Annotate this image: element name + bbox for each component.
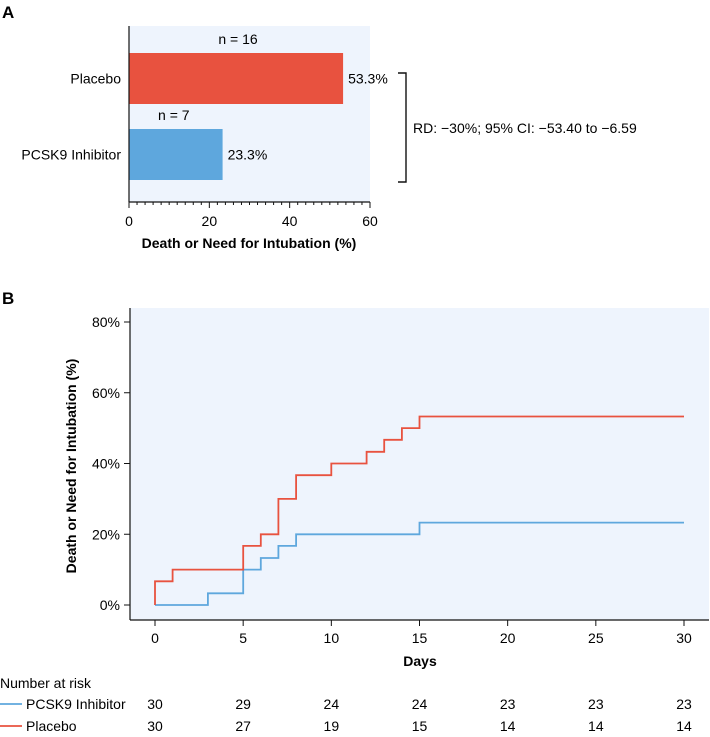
- risk-count: 23: [500, 696, 516, 712]
- risk-row-label: PCSK9 Inhibitor: [26, 696, 126, 712]
- panel-a-x-axis-label: Death or Need for Intubation (%): [142, 235, 357, 251]
- y-tick-label: 40%: [92, 456, 120, 472]
- x-tick-label: 40: [282, 213, 298, 229]
- y-tick-label: 80%: [92, 314, 120, 330]
- risk-count: 27: [235, 718, 251, 734]
- risk-count: 24: [412, 696, 428, 712]
- series-line-placebo: [154, 415, 684, 605]
- category-label: PCSK9 Inhibitor: [21, 147, 121, 163]
- x-tick-label: 5: [239, 630, 247, 646]
- risk-count: 19: [324, 718, 340, 734]
- panel-b-series: [154, 415, 684, 606]
- bar-value-label: 23.3%: [228, 147, 268, 163]
- risk-table: PCSK9 Inhibitor 30 29 24 24 23 23 23 Placebo 30 27…: [0, 696, 692, 734]
- x-tick-label: 0: [125, 213, 133, 229]
- x-tick-label: 30: [676, 630, 692, 646]
- x-tick-label: 25: [588, 630, 604, 646]
- sample-size-label: n = 7: [158, 107, 190, 123]
- category-label: Placebo: [70, 71, 121, 87]
- x-tick-label: 60: [362, 213, 378, 229]
- y-tick-label: 0%: [100, 597, 120, 613]
- risk-row-label: Placebo: [26, 718, 77, 734]
- panel-a-bars: Placebo 53.3% n = 16 PCSK9 Inhibitor 23.3% n …: [21, 31, 388, 180]
- bar-value-label: 53.3%: [348, 71, 388, 87]
- risk-count: 15: [412, 718, 428, 734]
- panel-a-x-ticks: 0 20 40 60: [125, 202, 378, 229]
- sample-size-label: n = 16: [218, 31, 258, 47]
- x-tick-label: 20: [202, 213, 218, 229]
- risk-table-title: Number at risk: [0, 675, 92, 691]
- risk-count: 29: [235, 696, 251, 712]
- panel-label-b: B: [2, 289, 14, 308]
- risk-difference-bracket: [398, 72, 407, 183]
- risk-count: 14: [676, 718, 692, 734]
- panel-b-x-axis-label: Days: [403, 653, 437, 669]
- panel-b-plot-background: [130, 308, 709, 620]
- risk-count: 23: [588, 696, 604, 712]
- panel-label-a: A: [2, 3, 14, 22]
- panel-b-y-ticks: 0% 20% 40% 60% 80%: [92, 314, 130, 613]
- x-tick-label: 20: [500, 630, 516, 646]
- bar-placebo: [129, 53, 344, 104]
- risk-count: 14: [500, 718, 516, 734]
- risk-count: 24: [324, 696, 340, 712]
- x-tick-label: 15: [412, 630, 428, 646]
- y-tick-label: 20%: [92, 526, 120, 542]
- x-tick-label: 0: [151, 630, 159, 646]
- risk-count: 30: [147, 696, 163, 712]
- panel-b-y-axis-label: Death or Need for Intubation (%): [63, 359, 79, 574]
- series-line-pcsk9-inhibitor: [155, 521, 684, 606]
- x-tick-label: 10: [324, 630, 340, 646]
- panel-b-x-ticks: 0 5 10 15 20 25 30: [151, 620, 692, 646]
- risk-difference-label: RD: −30%; 95% CI: −53.40 to −6.59: [413, 120, 637, 136]
- risk-count: 23: [676, 696, 692, 712]
- y-tick-label: 60%: [92, 385, 120, 401]
- risk-count: 14: [588, 718, 604, 734]
- risk-count: 30: [147, 718, 163, 734]
- bar-pcsk9-inhibitor: [129, 129, 223, 180]
